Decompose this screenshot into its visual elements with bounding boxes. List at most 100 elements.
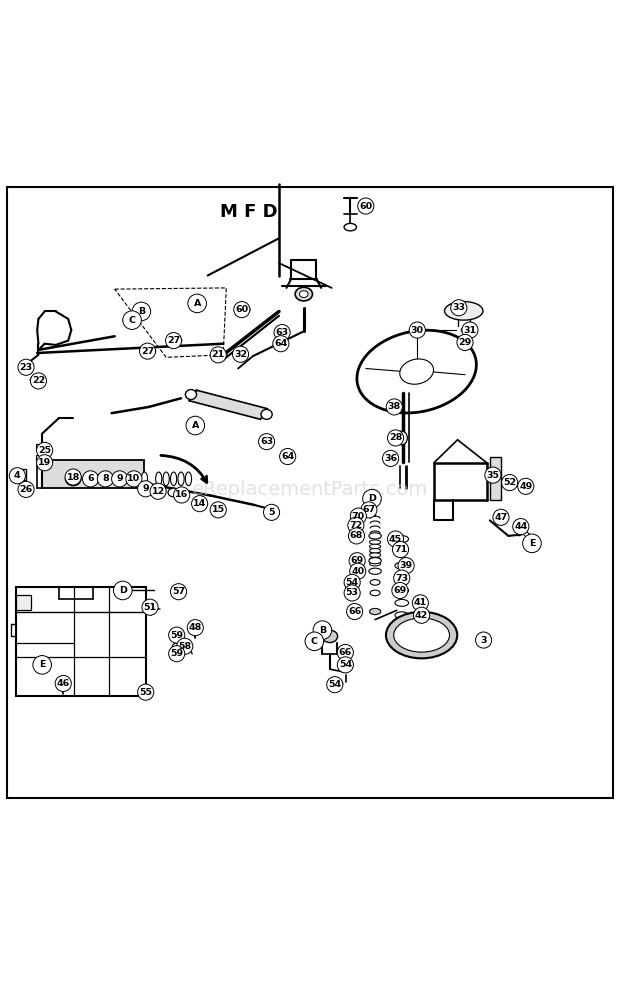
Circle shape [65, 469, 81, 485]
Text: 5: 5 [268, 508, 275, 517]
Ellipse shape [284, 453, 294, 460]
Ellipse shape [322, 630, 338, 642]
Ellipse shape [213, 350, 227, 360]
Circle shape [280, 448, 296, 465]
Ellipse shape [370, 561, 381, 566]
Ellipse shape [154, 489, 166, 496]
Bar [12, 469, 26, 480]
Circle shape [313, 621, 332, 639]
Text: 70: 70 [352, 511, 365, 520]
Text: 33: 33 [453, 303, 465, 312]
Text: eReplacementParts.com: eReplacementParts.com [192, 480, 428, 498]
Text: 66: 66 [348, 607, 361, 616]
Text: E: E [39, 660, 45, 670]
Ellipse shape [370, 540, 381, 545]
Circle shape [18, 360, 34, 375]
Ellipse shape [60, 680, 66, 685]
Ellipse shape [295, 288, 312, 301]
Circle shape [37, 455, 53, 471]
Polygon shape [189, 390, 268, 420]
Text: 49: 49 [519, 482, 533, 491]
Ellipse shape [357, 330, 476, 413]
Text: 69: 69 [393, 586, 407, 595]
Circle shape [398, 558, 414, 573]
Circle shape [327, 677, 343, 692]
Circle shape [348, 528, 365, 544]
Circle shape [192, 495, 208, 512]
Ellipse shape [395, 562, 409, 569]
Circle shape [37, 442, 53, 458]
Ellipse shape [333, 681, 343, 687]
Text: A: A [192, 421, 199, 430]
Text: 26: 26 [19, 485, 33, 493]
Text: 60: 60 [235, 305, 249, 314]
Ellipse shape [389, 402, 402, 412]
Ellipse shape [396, 431, 407, 445]
Ellipse shape [369, 558, 381, 563]
Circle shape [347, 604, 363, 620]
Text: 59: 59 [170, 630, 184, 639]
Circle shape [414, 607, 430, 624]
Text: B: B [138, 307, 145, 316]
Text: 6: 6 [87, 475, 94, 484]
Text: 55: 55 [140, 688, 152, 696]
Bar [36, 444, 47, 450]
Ellipse shape [412, 327, 422, 333]
Circle shape [350, 563, 366, 579]
Ellipse shape [148, 602, 154, 607]
Circle shape [188, 295, 206, 312]
Text: 47: 47 [494, 513, 508, 522]
Text: 38: 38 [388, 403, 401, 412]
Text: 54: 54 [339, 660, 352, 670]
Circle shape [234, 301, 250, 317]
Circle shape [523, 534, 541, 553]
Circle shape [476, 632, 492, 648]
Circle shape [344, 585, 360, 601]
Ellipse shape [174, 589, 184, 595]
Text: 67: 67 [362, 505, 376, 514]
Text: 46: 46 [56, 679, 70, 688]
Circle shape [138, 481, 154, 496]
Circle shape [264, 504, 280, 520]
Text: D: D [368, 494, 376, 503]
Text: 71: 71 [394, 545, 407, 554]
Circle shape [55, 676, 71, 691]
Text: A: A [193, 298, 201, 308]
Circle shape [140, 343, 156, 360]
Text: 32: 32 [234, 350, 247, 359]
Text: 51: 51 [143, 603, 157, 612]
Circle shape [386, 399, 402, 415]
Text: 10: 10 [127, 475, 141, 484]
Text: 15: 15 [211, 505, 225, 514]
Circle shape [132, 302, 151, 321]
Ellipse shape [268, 506, 278, 515]
Circle shape [388, 429, 404, 446]
Text: 36: 36 [384, 454, 397, 463]
Ellipse shape [370, 590, 380, 596]
Circle shape [513, 518, 529, 535]
Circle shape [344, 574, 360, 590]
Text: 18: 18 [66, 473, 80, 482]
Text: 4: 4 [14, 471, 20, 481]
Bar [490, 456, 501, 500]
Ellipse shape [370, 558, 381, 561]
Ellipse shape [370, 553, 381, 558]
Ellipse shape [262, 438, 273, 445]
Circle shape [210, 501, 226, 518]
Ellipse shape [461, 327, 471, 333]
Bar [42, 460, 144, 488]
Text: 68: 68 [350, 531, 363, 541]
Circle shape [392, 542, 409, 558]
Ellipse shape [395, 536, 409, 543]
Circle shape [113, 581, 132, 600]
Circle shape [502, 475, 518, 491]
Text: 40: 40 [351, 566, 365, 576]
Ellipse shape [369, 533, 381, 539]
Circle shape [337, 644, 353, 661]
Circle shape [363, 490, 381, 508]
Ellipse shape [395, 587, 409, 594]
Ellipse shape [369, 568, 381, 574]
Ellipse shape [142, 347, 156, 356]
Circle shape [273, 336, 289, 352]
Circle shape [457, 334, 473, 351]
